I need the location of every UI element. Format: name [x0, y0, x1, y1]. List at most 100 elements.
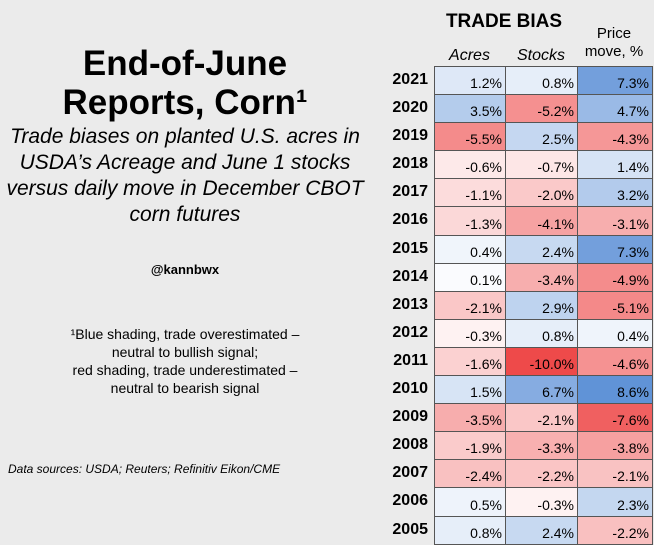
author-handle: @kannbwx: [150, 262, 220, 277]
stocks-cell: 2.4%: [505, 234, 578, 264]
year-label: 2005: [392, 520, 428, 538]
table-row: -2.4% -2.2% -2.1%: [434, 459, 653, 489]
year-label: 2018: [392, 155, 428, 173]
year-label: 2008: [392, 436, 428, 454]
year-label: 2021: [392, 71, 428, 88]
footnote-line: red shading, trade underestimated –: [72, 362, 298, 378]
table-row: 0.4% 2.4% 7.3%: [434, 234, 653, 264]
stocks-cell: -4.1%: [505, 206, 578, 236]
acres-cell: -1.9%: [434, 431, 506, 461]
price-header-line-2: move, %: [584, 43, 644, 60]
column-header-price-move: Price move, %: [576, 25, 652, 61]
stocks-cell: -10.0%: [505, 346, 578, 377]
stocks-cell: 2.9%: [505, 290, 578, 320]
price-move-cell: 7.3%: [577, 65, 653, 96]
table-row: 1.5% 6.7% 8.6%: [434, 375, 653, 405]
year-label: 2006: [392, 492, 428, 510]
footnote-line: ¹Blue shading, trade overestimated –: [70, 326, 300, 342]
table-row: -2.1% 2.9% -5.1%: [434, 290, 653, 320]
price-move-cell: -4.9%: [577, 262, 653, 292]
acres-cell: -1.6%: [434, 346, 506, 377]
bias-table: 1.2% 0.8% 7.3% 3.5% -5.2% 4.7% -5.5% 2.5% -4.3% -…: [434, 65, 653, 545]
year-label: 2015: [392, 239, 428, 257]
year-labels: 2021 2020 2019 2018 2017 2016 2015 2014 2013 2012…: [376, 66, 428, 544]
price-move-cell: 4.7%: [577, 94, 653, 124]
table-row: 0.8% 2.4% -2.2%: [434, 515, 653, 545]
acres-cell: -1.3%: [434, 206, 506, 236]
stocks-cell: -2.2%: [505, 459, 578, 489]
title-line-2: Reports, Corn¹: [62, 83, 308, 122]
column-header-stocks: Stocks: [516, 47, 565, 64]
acres-cell: -0.3%: [434, 318, 506, 348]
table-row: -1.6% -10.0% -4.6%: [434, 346, 653, 377]
stocks-cell: -2.0%: [505, 178, 578, 208]
table-row: -1.1% -2.0% 3.2%: [434, 178, 653, 208]
price-move-cell: 2.3%: [577, 487, 653, 517]
acres-cell: -5.5%: [434, 122, 506, 152]
price-move-cell: 7.3%: [577, 234, 653, 264]
stocks-cell: -2.1%: [505, 403, 578, 433]
table-row: -1.3% -4.1% -3.1%: [434, 206, 653, 236]
title-line-1: End-of-June: [82, 44, 288, 83]
price-header-line-1: Price: [596, 25, 632, 42]
year-label: 2017: [392, 183, 428, 201]
stocks-cell: -3.4%: [505, 262, 578, 292]
price-move-cell: -7.6%: [577, 403, 653, 433]
table-row: -5.5% 2.5% -4.3%: [434, 122, 653, 152]
price-move-cell: -3.8%: [577, 431, 653, 461]
year-label: 2009: [392, 408, 428, 426]
page-subtitle: Trade biases on planted U.S. acres in US…: [6, 125, 364, 226]
year-label: 2016: [392, 211, 428, 229]
price-move-cell: 8.6%: [577, 375, 653, 405]
stocks-cell: -3.3%: [505, 431, 578, 461]
stocks-cell: 0.8%: [505, 65, 578, 96]
price-move-cell: -3.1%: [577, 206, 653, 236]
price-move-cell: 3.2%: [577, 178, 653, 208]
data-sources: Data sources: USDA; Reuters; Refinitiv E…: [8, 462, 281, 476]
table-row: 1.2% 0.8% 7.3%: [434, 65, 653, 96]
table-row: 0.1% -3.4% -4.9%: [434, 262, 653, 292]
acres-cell: -1.1%: [434, 178, 506, 208]
price-move-cell: -4.3%: [577, 122, 653, 152]
table-row: -3.5% -2.1% -7.6%: [434, 403, 653, 433]
year-label: 2010: [392, 380, 428, 398]
footnote-line: neutral to bullish signal;: [111, 344, 259, 360]
page-title: End-of-June Reports, Corn¹: [0, 44, 370, 122]
table-row: 0.5% -0.3% 2.3%: [434, 487, 653, 517]
footnote-line: neutral to bearish signal: [110, 380, 260, 396]
acres-cell: -2.1%: [434, 290, 506, 320]
price-move-cell: 0.4%: [577, 318, 653, 348]
acres-cell: 0.1%: [434, 262, 506, 292]
price-move-cell: -2.1%: [577, 459, 653, 489]
year-label: 2012: [392, 323, 428, 341]
chart-title: TRADE BIAS: [445, 11, 563, 32]
year-label: 2007: [392, 464, 428, 482]
stocks-cell: 2.4%: [505, 515, 578, 545]
stocks-cell: 2.5%: [505, 122, 578, 152]
stocks-cell: -0.7%: [505, 150, 578, 180]
stocks-cell: -0.3%: [505, 487, 578, 517]
price-move-cell: 1.4%: [577, 150, 653, 180]
year-label: 2013: [392, 295, 428, 313]
table-row: -0.6% -0.7% 1.4%: [434, 150, 653, 180]
stocks-cell: 0.8%: [505, 318, 578, 348]
stocks-cell: -5.2%: [505, 94, 578, 124]
acres-cell: 0.5%: [434, 487, 506, 517]
price-move-cell: -5.1%: [577, 290, 653, 320]
acres-cell: -3.5%: [434, 403, 506, 433]
year-label: 2019: [392, 127, 428, 145]
table-row: 3.5% -5.2% 4.7%: [434, 94, 653, 124]
acres-cell: 1.5%: [434, 375, 506, 405]
acres-cell: -0.6%: [434, 150, 506, 180]
acres-cell: 0.8%: [434, 515, 506, 545]
acres-cell: 3.5%: [434, 94, 506, 124]
column-header-acres: Acres: [449, 47, 490, 64]
acres-cell: 1.2%: [434, 65, 506, 96]
acres-cell: 0.4%: [434, 234, 506, 264]
year-label: 2014: [392, 267, 428, 285]
table-row: -0.3% 0.8% 0.4%: [434, 318, 653, 348]
year-label: 2020: [392, 99, 428, 117]
price-move-cell: -4.6%: [577, 346, 653, 377]
price-move-cell: -2.2%: [577, 515, 653, 545]
acres-cell: -2.4%: [434, 459, 506, 489]
